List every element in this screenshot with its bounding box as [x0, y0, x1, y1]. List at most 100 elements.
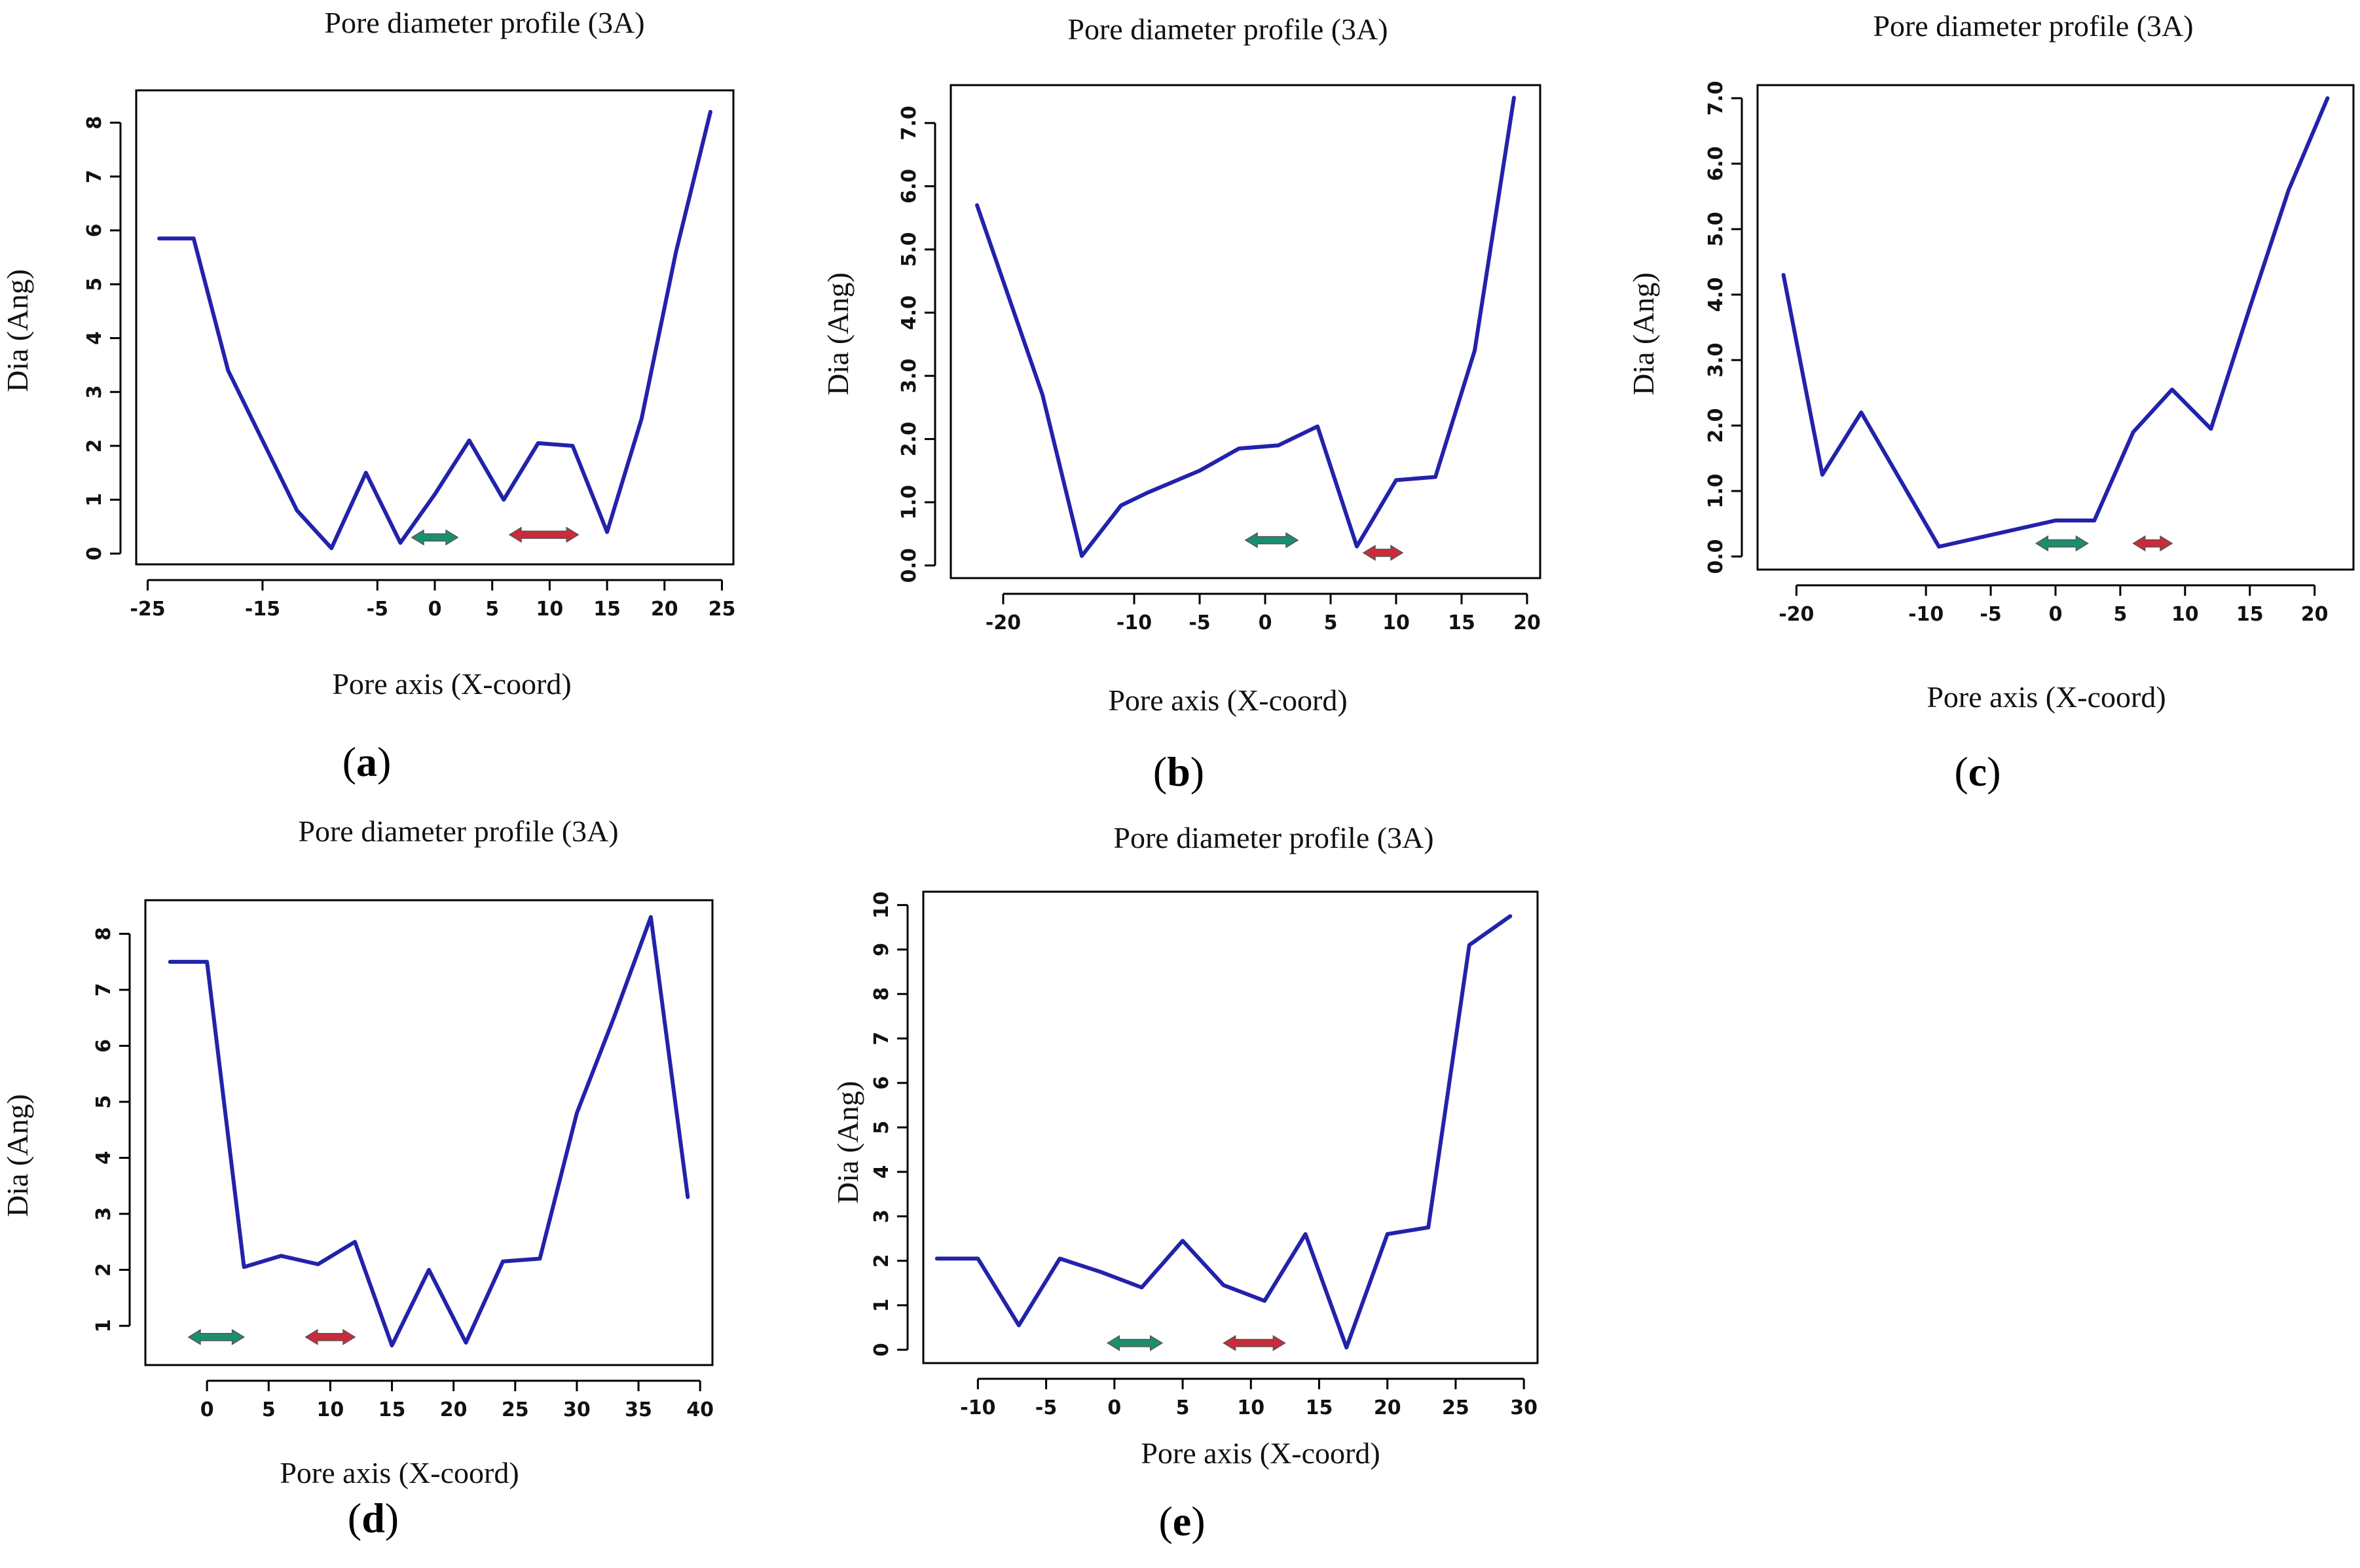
y-axis-label: Dia (Ang) — [1, 269, 34, 392]
y-tick-label: 7 — [870, 1032, 893, 1046]
data-point — [169, 960, 172, 963]
plot-frame — [135, 89, 735, 566]
y-tick-label: 4.0 — [898, 295, 921, 330]
x-tick-label: -15 — [245, 598, 280, 621]
chart-title: Pore diameter profile (3A) — [298, 814, 618, 848]
y-tick-label: 10 — [870, 892, 893, 919]
x-tick-label: 15 — [1448, 611, 1475, 634]
chart-panel-b: Pore diameter profile (3A) -20 -10 -5 0 5 10 15… — [821, 12, 1541, 795]
data-point — [1146, 492, 1149, 494]
y-tick-label: 9 — [870, 943, 893, 957]
x-tick-label: 25 — [502, 1398, 529, 1421]
y-tick-label: 8 — [83, 116, 106, 130]
data-point — [571, 445, 574, 447]
x-axis-label: Pore axis (X-coord) — [332, 667, 571, 701]
data-point — [538, 1257, 541, 1260]
chart-title: Pore diameter profile (3A) — [1873, 9, 2193, 43]
green-double-arrow — [411, 529, 459, 546]
data-point — [1434, 476, 1437, 479]
y-tick-label: 3 — [870, 1209, 893, 1223]
y-tick-label: 4.0 — [1705, 277, 1727, 312]
data-point — [2287, 189, 2290, 191]
x-tick-label: 10 — [2171, 603, 2199, 626]
y-tick-label: 3 — [92, 1207, 115, 1221]
data-point — [1395, 479, 1397, 481]
data-point — [464, 1341, 467, 1344]
x-tick-label: 20 — [2301, 603, 2329, 626]
y-tick-label: 7.0 — [1705, 81, 1727, 115]
y-axis-label: Dia (Ang) — [821, 272, 855, 395]
panel-letter: a — [356, 738, 377, 785]
data-point — [433, 493, 436, 496]
y-tick-label: 3 — [83, 385, 106, 399]
data-point — [2249, 306, 2251, 309]
green-double-arrow — [1244, 532, 1299, 549]
data-point — [280, 1254, 282, 1257]
data-point — [936, 1257, 938, 1260]
x-tick-label: 5 — [1324, 611, 1338, 634]
panel-label: (c) — [1954, 748, 2000, 795]
series-line — [1781, 96, 2330, 549]
panel-label: (a) — [342, 738, 392, 785]
x-tick-label: -5 — [367, 598, 388, 621]
data-point — [1345, 1346, 1348, 1349]
data-point — [1304, 1233, 1307, 1235]
y-tick-label: 7.0 — [898, 105, 921, 140]
data-point — [1181, 1239, 1184, 1242]
data-point — [2209, 428, 2212, 430]
red-double-arrow — [2132, 535, 2173, 552]
x-axis-label: Pore axis (X-coord) — [1141, 1436, 1380, 1470]
data-point — [502, 498, 505, 501]
data-point — [1120, 504, 1122, 507]
x-tick-label: -5 — [1035, 1396, 1057, 1419]
panel-letter: c — [1968, 748, 1987, 795]
panel-label: (e) — [1158, 1498, 1205, 1544]
green-double-arrow — [187, 1328, 246, 1345]
data-point — [206, 960, 208, 963]
x-tick-label: 5 — [262, 1398, 276, 1421]
y-tick-label: 3.0 — [1705, 342, 1727, 377]
data-point — [1355, 545, 1358, 548]
x-tick-label: 15 — [1306, 1396, 1333, 1419]
y-tick-label: 4 — [870, 1165, 893, 1178]
chart-panel-d: Pore diameter profile (3A)0 5 10 15 20 25 30 35… — [1, 814, 714, 1541]
data-point — [1860, 411, 1862, 414]
x-tick-label: 30 — [1510, 1396, 1538, 1419]
panel-letter: d — [361, 1495, 385, 1541]
x-tick-label: -20 — [1779, 603, 1814, 626]
y-tick-label: 2.0 — [898, 422, 921, 456]
chart-panel-e: Pore diameter profile (3A)-10 -5 0 5 10 15 20 2… — [831, 821, 1539, 1544]
y-tick-label: 4 — [92, 1151, 115, 1165]
red-double-arrow — [1362, 545, 1404, 561]
data-point — [976, 1257, 979, 1260]
chart-panel-a: Pore diameter profile (3A)-25 -15 -5 0 5 10 15… — [1, 6, 735, 785]
green-double-arrow — [1106, 1335, 1164, 1351]
series-line — [157, 109, 712, 551]
data-point — [1509, 915, 1511, 917]
x-tick-label: 20 — [440, 1398, 468, 1421]
x-tick-label: -10 — [1116, 611, 1152, 634]
data-point — [1386, 1233, 1389, 1235]
data-point — [1821, 473, 1824, 476]
x-tick-label: 0 — [1107, 1396, 1121, 1419]
data-point — [2054, 519, 2057, 522]
data-point — [1041, 393, 1044, 396]
red-double-arrow — [1223, 1335, 1286, 1351]
data-point — [2093, 519, 2095, 522]
y-tick-label: 6.0 — [898, 169, 921, 204]
y-tick-label: 1 — [92, 1319, 115, 1333]
y-tick-label: 0.0 — [898, 548, 921, 583]
data-point — [261, 439, 264, 442]
data-point — [468, 439, 471, 442]
y-axis-label: Dia (Ang) — [831, 1081, 864, 1204]
y-tick-label: 8 — [92, 927, 115, 941]
series-line — [975, 96, 1516, 558]
data-point — [709, 111, 712, 113]
x-tick-label: 10 — [317, 1398, 344, 1421]
x-tick-label: -10 — [1908, 603, 1944, 626]
panel-label: (b) — [1153, 748, 1204, 795]
y-tick-label: 2 — [92, 1263, 115, 1277]
data-point — [1473, 349, 1476, 352]
data-point — [1058, 1257, 1061, 1260]
